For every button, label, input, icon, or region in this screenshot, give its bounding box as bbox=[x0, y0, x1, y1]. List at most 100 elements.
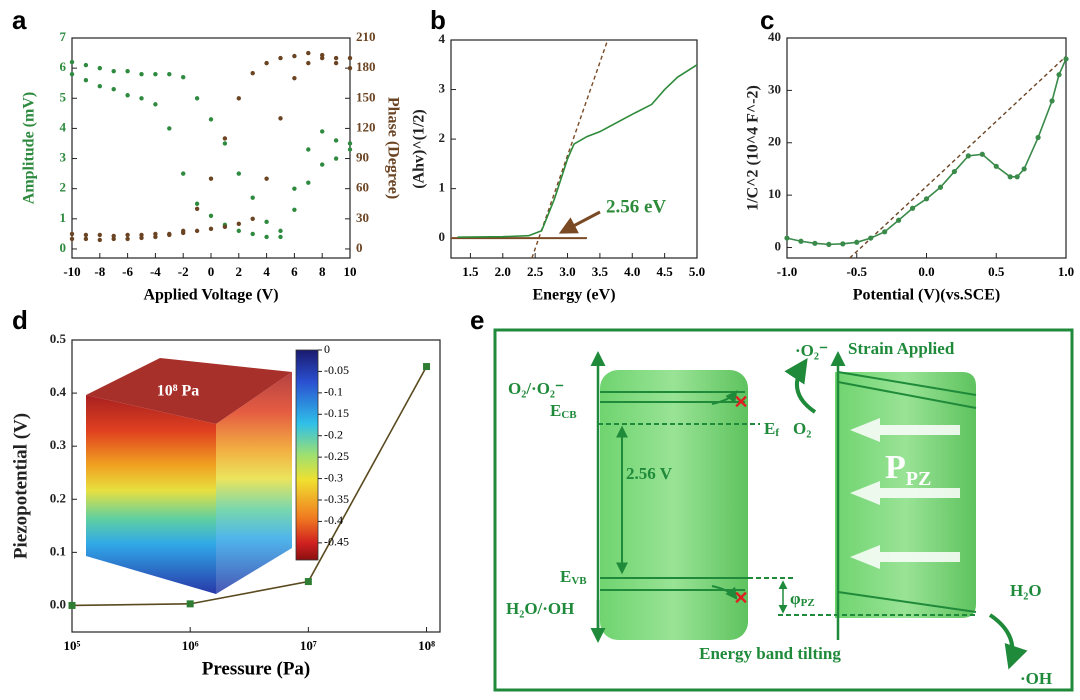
point bbox=[153, 231, 158, 237]
marker bbox=[868, 235, 874, 241]
point bbox=[97, 65, 103, 71]
marker bbox=[854, 239, 860, 245]
marker bbox=[951, 168, 958, 175]
redox-top: O₂/·O₂⁻ bbox=[508, 379, 564, 398]
marker bbox=[979, 151, 985, 157]
x-tick-label: 10⁸ bbox=[418, 638, 435, 653]
marker bbox=[1007, 174, 1013, 180]
point bbox=[194, 228, 200, 234]
ppz-main: P bbox=[885, 449, 906, 486]
panel-label: a bbox=[12, 5, 27, 35]
point bbox=[264, 60, 269, 66]
point bbox=[333, 156, 339, 161]
cube-side bbox=[216, 372, 292, 594]
y-tick-label: 3 bbox=[439, 81, 446, 96]
point bbox=[83, 77, 89, 83]
marker bbox=[896, 217, 902, 223]
point bbox=[111, 87, 116, 92]
point bbox=[153, 102, 158, 107]
colorbar-label: -0.3 bbox=[324, 470, 343, 484]
x-tick-label: 6 bbox=[291, 264, 298, 279]
x-axis-label: Energy (eV) bbox=[532, 287, 615, 304]
point bbox=[222, 136, 228, 141]
point bbox=[264, 234, 269, 240]
y-axis-label: (Ahv)^(1/2) bbox=[411, 109, 428, 189]
arrow bbox=[988, 613, 1028, 670]
point bbox=[139, 232, 144, 238]
y2-tick-label: 90 bbox=[356, 150, 369, 165]
point bbox=[236, 96, 241, 101]
o2: O₂ bbox=[793, 419, 811, 438]
x-tick-label: 1.0 bbox=[1058, 264, 1074, 279]
marker bbox=[1056, 72, 1062, 78]
x-tick-label: 5.0 bbox=[689, 264, 705, 279]
point bbox=[208, 176, 214, 181]
y-tick-label: 30 bbox=[768, 81, 781, 96]
marker bbox=[1035, 134, 1041, 141]
marker bbox=[882, 229, 888, 235]
ppz-sub: PZ bbox=[906, 468, 932, 490]
plot-frame bbox=[786, 37, 1067, 259]
y-tick-label: 20 bbox=[768, 134, 781, 149]
y-tick-label: 6 bbox=[60, 59, 67, 74]
marker bbox=[909, 205, 916, 211]
y-tick-label: 3 bbox=[60, 150, 67, 165]
colorbar-label: -0.45 bbox=[324, 535, 349, 549]
point bbox=[320, 52, 325, 58]
point bbox=[347, 141, 353, 146]
y2-axis-label: Phase (Degree) bbox=[384, 97, 401, 199]
y-tick-label: 0.1 bbox=[50, 543, 66, 558]
point bbox=[292, 207, 297, 212]
y2-tick-label: 120 bbox=[356, 119, 376, 134]
redox-bottom: H₂O/·OH bbox=[506, 599, 574, 618]
y-tick-label: 0.5 bbox=[50, 331, 67, 346]
x-tick-label: 0.0 bbox=[918, 264, 934, 279]
point bbox=[194, 206, 200, 211]
y2-tick-label: 150 bbox=[356, 89, 376, 104]
marker bbox=[937, 184, 944, 190]
ef: Ef bbox=[764, 419, 779, 439]
point bbox=[153, 71, 158, 77]
plot-frame bbox=[450, 39, 698, 259]
oh: ·OH bbox=[1020, 669, 1052, 688]
x-tick-label: 4.0 bbox=[624, 264, 640, 279]
marker bbox=[812, 240, 818, 246]
line bbox=[457, 64, 698, 238]
point bbox=[250, 231, 255, 237]
y-tick-label: 40 bbox=[768, 29, 781, 44]
x-tick-label: 3.5 bbox=[592, 264, 609, 279]
marker bbox=[965, 153, 971, 159]
annotation-arrow bbox=[558, 210, 601, 234]
y-tick-label: 0 bbox=[775, 239, 782, 254]
evb: EVB bbox=[560, 567, 587, 587]
point bbox=[250, 70, 255, 76]
y-tick-label: 4 bbox=[439, 31, 446, 46]
evb-main: E bbox=[560, 567, 571, 586]
point bbox=[222, 141, 228, 146]
y-axis-label: Piezopotential (V) bbox=[10, 413, 31, 559]
colorbar-label: -0.2 bbox=[324, 427, 343, 441]
point bbox=[306, 180, 311, 185]
x-tick-label: 3.0 bbox=[559, 264, 575, 279]
point bbox=[83, 62, 89, 68]
x-tick-label: 2.5 bbox=[527, 264, 544, 279]
y2-tick-label: 0 bbox=[356, 240, 363, 255]
inset: 10⁸ Pa 0 -0.05 -0.1 -0.15 -0.2 -0.25 -0.3 -0.35… bbox=[86, 342, 349, 594]
line bbox=[71, 366, 428, 607]
point bbox=[278, 55, 283, 61]
y-axis-label: Amplitude (mV) bbox=[21, 92, 38, 204]
cross: ✕ bbox=[733, 588, 748, 608]
y-tick-label: 10 bbox=[768, 186, 781, 201]
reference-line bbox=[849, 55, 1067, 259]
point bbox=[125, 236, 130, 242]
marker bbox=[840, 241, 846, 247]
x-axis-label: Potential (V)(vs.SCE) bbox=[853, 287, 1001, 304]
panel-label: b bbox=[430, 5, 446, 35]
point bbox=[347, 55, 353, 61]
point bbox=[320, 162, 325, 167]
point bbox=[97, 232, 103, 238]
point bbox=[181, 171, 186, 176]
ecb: ECB bbox=[550, 401, 577, 421]
colorbar-label: -0.25 bbox=[324, 449, 349, 463]
